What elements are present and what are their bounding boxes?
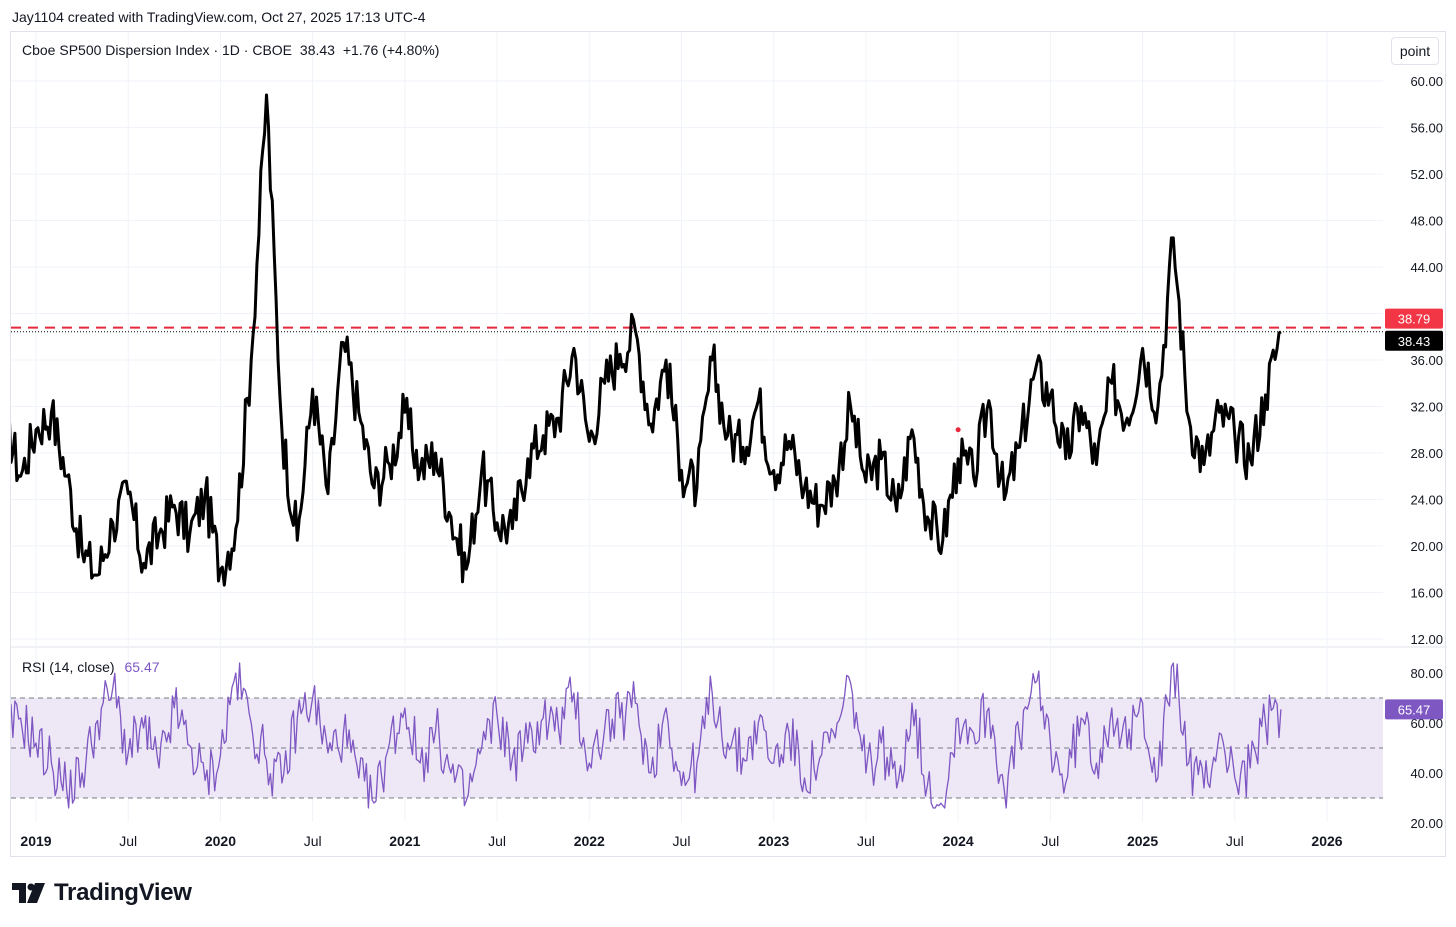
tradingview-logo-icon <box>12 883 45 903</box>
price-scale-mode-button[interactable]: point <box>1391 37 1439 65</box>
x-tick-label: 2020 <box>205 833 236 849</box>
rsi-label: RSI (14, close) <box>22 659 115 675</box>
resistance-badge: 38.79 <box>1398 312 1431 327</box>
x-tick-label: Jul <box>1041 833 1059 849</box>
y-tick-label: 56.00 <box>1410 121 1443 136</box>
last-price-badge-bg <box>1385 330 1443 351</box>
x-tick-label: 2026 <box>1311 833 1342 849</box>
symbol-name: Cboe SP500 Dispersion Index · 1D · CBOE <box>22 42 293 58</box>
footer-brand[interactable]: TradingView <box>12 879 192 907</box>
y-tick-label: 24.00 <box>1410 493 1443 508</box>
y-tick-label: 52.00 <box>1410 167 1443 182</box>
rsi-value: 65.47 <box>124 659 160 675</box>
y-tick-label: 20.00 <box>1410 539 1443 554</box>
x-tick-label: Jul <box>304 833 322 849</box>
change-value: +1.76 (+4.80%) <box>342 42 440 58</box>
x-tick-label: 2019 <box>20 833 51 849</box>
symbol-legend[interactable]: Cboe SP500 Dispersion Index · 1D · CBOE … <box>22 42 443 58</box>
brand-name: TradingView <box>54 879 192 906</box>
x-tick-label: 2025 <box>1127 833 1158 849</box>
y-tick-label: 32.00 <box>1410 400 1443 415</box>
y-tick-label: 12.00 <box>1410 632 1443 647</box>
x-tick-label: Jul <box>1226 833 1244 849</box>
x-tick-label: Jul <box>857 833 875 849</box>
price-series-line <box>11 93 1282 587</box>
rsi-y-tick-label: 40.00 <box>1410 766 1443 781</box>
chart-canvas[interactable]: 60.00 56.00 52.00 48.00 44.00 40.00 36.00 32.00… <box>11 32 1447 858</box>
chart-frame[interactable]: 60.00 56.00 52.00 48.00 44.00 40.00 36.00 32.00… <box>10 31 1447 858</box>
x-tick-label: Jul <box>673 833 691 849</box>
y-tick-label: 48.00 <box>1410 214 1443 229</box>
rsi-y-tick-label: 20.00 <box>1410 816 1443 831</box>
x-tick-label: 2023 <box>758 833 789 849</box>
rsi-value-badge-bg <box>1385 699 1443 720</box>
y-tick-label: 16.00 <box>1410 586 1443 601</box>
x-tick-label: Jul <box>119 833 137 849</box>
x-tick-label: 2021 <box>389 833 420 849</box>
y-tick-label: 36.00 <box>1410 353 1443 368</box>
rsi-legend[interactable]: RSI (14, close) 65.47 <box>22 659 160 675</box>
rsi-y-tick-label: 60.00 <box>1410 716 1443 731</box>
x-tick-label: 2022 <box>574 833 605 849</box>
spot-marker <box>955 427 961 433</box>
rsi-y-tick-label: 80.00 <box>1410 666 1443 681</box>
y-tick-label: 28.00 <box>1410 446 1443 461</box>
y-tick-label: 44.00 <box>1410 260 1443 275</box>
x-tick-label: 2024 <box>943 833 974 849</box>
rsi-value-badge: 65.47 <box>1398 702 1431 717</box>
last-price-badge: 38.43 <box>1398 334 1431 349</box>
y-tick-label: 60.00 <box>1410 74 1443 89</box>
last-value: 38.43 <box>299 42 335 58</box>
attribution-text: Jay1104 created with TradingView.com, Oc… <box>12 9 426 25</box>
rsi-series-line <box>11 662 1282 809</box>
resistance-badge-bg <box>1385 308 1443 329</box>
x-tick-label: Jul <box>488 833 506 849</box>
